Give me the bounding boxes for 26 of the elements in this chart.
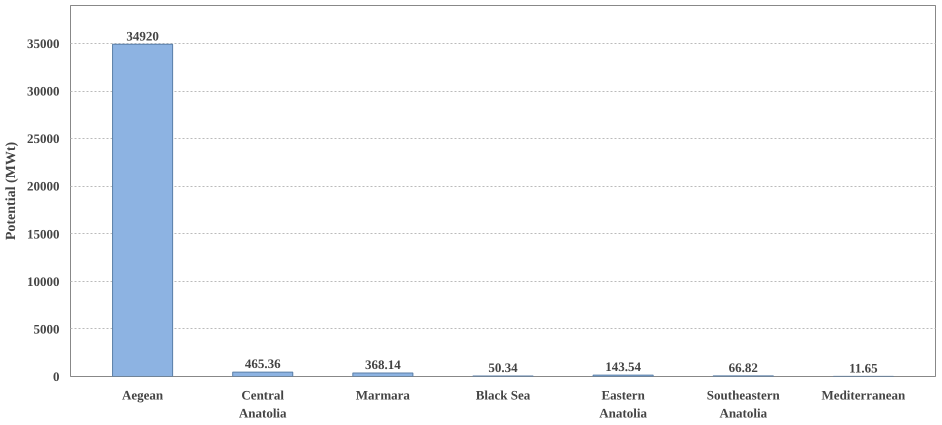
bar: [112, 44, 174, 376]
data-label: 368.14: [364, 357, 402, 372]
x-tick-label: Marmara: [356, 388, 410, 402]
y-tick-label: 30000: [27, 84, 60, 99]
data-label: 143.54: [605, 359, 642, 374]
data-label: 11.65: [849, 360, 878, 376]
x-tick-label: Central Anatolia: [238, 388, 288, 420]
data-label: 34920: [126, 28, 159, 44]
y-tick-label: 10000: [27, 274, 60, 289]
x-tick-label: Mediterranean: [822, 388, 906, 402]
y-tick-label: 5000: [34, 321, 60, 336]
x-tick-label: Southeastern Anatolia: [706, 388, 781, 420]
y-tick-label: 25000: [27, 131, 60, 146]
x-tick-label: Black Sea: [476, 388, 531, 402]
data-label: 465.36: [244, 356, 282, 372]
y-tick-label: 15000: [27, 226, 60, 242]
bar: [232, 372, 294, 376]
y-tick-label: 0: [53, 369, 60, 384]
y-axis-title: Potential (MWt): [4, 141, 19, 240]
y-tick-label: 20000: [27, 178, 60, 194]
data-label: 66.82: [728, 360, 758, 375]
bar: [352, 372, 414, 376]
x-tick-label: Aegean: [122, 388, 164, 402]
data-label: 50.34: [488, 360, 518, 376]
x-tick-label: Eastern Anatolia: [599, 388, 648, 420]
y-tick-label: 35000: [27, 36, 60, 52]
